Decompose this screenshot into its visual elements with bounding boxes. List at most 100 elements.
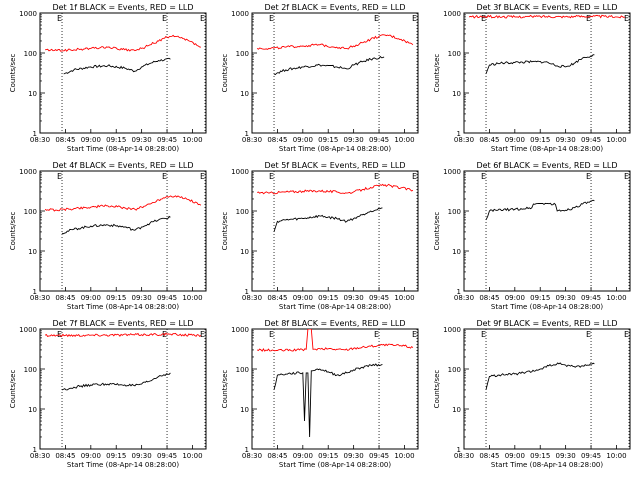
y-tick-label: 100	[236, 208, 249, 216]
panel-title: Det 4f BLACK = Events, RED = LLD	[52, 161, 193, 170]
y-tick-label: 1000	[231, 326, 249, 334]
event-marker-label: E	[586, 330, 591, 339]
x-tick-label: 09:45	[369, 136, 389, 144]
x-tick-label: 08:30	[242, 294, 262, 302]
x-tick-label: 09:00	[81, 136, 101, 144]
x-tick-label: 09:15	[318, 452, 338, 460]
x-tick-label: 09:30	[132, 452, 152, 460]
x-tick-label: 08:30	[30, 452, 50, 460]
x-tick-label: 09:15	[106, 136, 126, 144]
x-tick-label: 08:45	[55, 136, 75, 144]
x-tick-label: 08:45	[267, 452, 287, 460]
y-tick-label: 10	[240, 248, 249, 256]
y-tick-label: 1	[245, 130, 249, 138]
event-marker-label: E	[162, 14, 167, 23]
event-marker-label: E	[200, 330, 205, 339]
y-tick-label: 1	[33, 130, 37, 138]
event-marker-label: E	[269, 330, 274, 339]
x-tick-label: 08:45	[479, 294, 499, 302]
y-tick-label: 100	[236, 50, 249, 58]
x-axis-label: Start Time (08-Apr-14 08:28:00)	[279, 145, 391, 153]
panel-title: Det 2f BLACK = Events, RED = LLD	[264, 3, 405, 12]
x-tick-label: 08:30	[30, 294, 50, 302]
chart-panel: Det 5f BLACK = Events, RED = LLD 1 10 100 10…	[221, 161, 419, 311]
x-tick-label: 08:30	[242, 452, 262, 460]
series-line-lld	[44, 195, 202, 212]
series-line-events	[485, 54, 595, 75]
event-marker-label: E	[200, 14, 205, 23]
series-line-lld	[256, 34, 414, 50]
x-tick-label: 09:30	[132, 136, 152, 144]
chart-panel: Det 3f BLACK = Events, RED = LLD 1 10 100 10…	[433, 3, 631, 153]
x-tick-label: 09:00	[505, 136, 525, 144]
y-tick-label: 100	[448, 50, 461, 58]
y-tick-label: 10	[28, 248, 37, 256]
y-axis-label: Counts/sec	[433, 212, 441, 251]
chart-panel: Det 4f BLACK = Events, RED = LLD 1 10 100 10…	[9, 161, 207, 311]
event-marker-label: E	[269, 14, 274, 23]
y-tick-label: 1000	[231, 168, 249, 176]
x-tick-label: 10:00	[182, 136, 202, 144]
x-tick-label: 08:45	[267, 294, 287, 302]
x-tick-label: 08:30	[242, 136, 262, 144]
x-tick-label: 09:30	[132, 294, 152, 302]
event-marker-label: E	[481, 14, 486, 23]
x-tick-label: 08:30	[454, 294, 474, 302]
y-tick-label: 10	[452, 406, 461, 414]
y-tick-label: 1	[457, 446, 461, 454]
series-line-lld	[468, 14, 626, 19]
x-tick-label: 10:00	[606, 452, 626, 460]
x-tick-label: 10:00	[394, 452, 414, 460]
plot-frame	[39, 170, 207, 292]
y-tick-label: 1000	[19, 168, 37, 176]
series-line-events	[485, 199, 595, 221]
event-marker-label: E	[481, 172, 486, 181]
chart-panel: Det 7f BLACK = Events, RED = LLD 1 10 100 10…	[9, 319, 207, 469]
event-marker-label: E	[200, 172, 205, 181]
event-marker-label: E	[586, 172, 591, 181]
event-marker-label: E	[57, 172, 62, 181]
x-tick-label: 09:45	[157, 294, 177, 302]
x-tick-label: 09:00	[293, 452, 313, 460]
x-tick-label: 08:30	[30, 136, 50, 144]
x-tick-label: 09:15	[530, 136, 550, 144]
plot-frame	[251, 12, 419, 134]
event-marker-label: E	[57, 330, 62, 339]
event-marker-label: E	[374, 172, 379, 181]
x-tick-label: 09:30	[556, 452, 576, 460]
x-tick-label: 09:45	[581, 452, 601, 460]
x-tick-label: 10:00	[182, 294, 202, 302]
x-tick-label: 10:00	[606, 294, 626, 302]
y-tick-label: 100	[24, 366, 37, 374]
panel-title: Det 3f BLACK = Events, RED = LLD	[476, 3, 617, 12]
y-tick-label: 1	[33, 446, 37, 454]
chart-panel: Det 8f BLACK = Events, RED = LLD 1 10 100 10…	[221, 319, 419, 469]
y-tick-label: 1000	[443, 326, 461, 334]
panel-title: Det 8f BLACK = Events, RED = LLD	[264, 319, 405, 328]
event-marker-label: E	[412, 330, 417, 339]
y-tick-label: 1	[457, 288, 461, 296]
y-tick-label: 100	[24, 208, 37, 216]
series-line-events	[63, 57, 171, 75]
y-tick-label: 1	[245, 446, 249, 454]
plot-frame	[463, 170, 631, 292]
y-axis-label: Counts/sec	[9, 212, 17, 251]
x-tick-label: 09:00	[293, 294, 313, 302]
x-tick-label: 09:15	[106, 452, 126, 460]
x-tick-label: 09:15	[106, 294, 126, 302]
y-tick-label: 1	[245, 288, 249, 296]
x-tick-label: 09:00	[505, 294, 525, 302]
chart-panel: Det 9f BLACK = Events, RED = LLD 1 10 100 10…	[433, 319, 631, 469]
x-tick-label: 08:45	[267, 136, 287, 144]
event-marker-label: E	[374, 14, 379, 23]
event-marker-label: E	[624, 172, 629, 181]
x-tick-label: 09:30	[556, 294, 576, 302]
y-tick-label: 100	[448, 208, 461, 216]
y-axis-label: Counts/sec	[433, 370, 441, 409]
series-line-events	[61, 215, 171, 235]
y-tick-label: 1000	[19, 10, 37, 18]
event-marker-label: E	[162, 172, 167, 181]
event-marker-label: E	[57, 14, 62, 23]
y-tick-label: 10	[240, 90, 249, 98]
x-tick-label: 09:15	[530, 452, 550, 460]
